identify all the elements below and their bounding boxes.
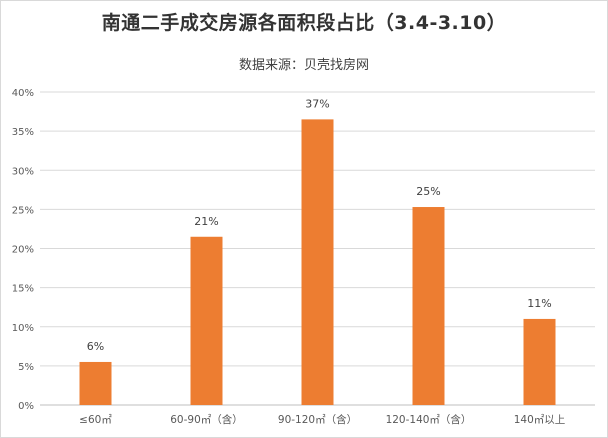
- x-tick-label: 140㎡以上: [514, 414, 566, 426]
- bar: [79, 361, 112, 405]
- data-labels: 6% 21% 37% 25% 11%: [87, 97, 552, 353]
- y-tick-label: 5%: [18, 362, 34, 373]
- x-tick-label: ≤60㎡: [79, 414, 112, 426]
- bar: [412, 207, 445, 405]
- chart-title: 南通二手成交房源各面积段占比（3.4-3.10）: [101, 12, 507, 34]
- bar: [523, 318, 556, 405]
- y-tick-label: 0%: [18, 401, 34, 412]
- x-tick-label: 60-90㎡（含）: [170, 413, 243, 426]
- data-label: 37%: [305, 97, 329, 110]
- y-tick-label: 40%: [12, 88, 34, 99]
- data-label: 21%: [194, 215, 218, 228]
- bar: [190, 236, 223, 405]
- bars: [79, 119, 556, 405]
- y-tick-label: 15%: [12, 284, 34, 295]
- x-axis: ≤60㎡ 60-90㎡（含） 90-120㎡（含） 120-140㎡（含） 140㎡以上: [79, 413, 565, 426]
- y-axis: 0% 5% 10% 15% 20% 25% 30% 35% 40%: [12, 88, 34, 412]
- y-tick-label: 20%: [12, 245, 34, 256]
- y-tick-label: 25%: [12, 205, 34, 216]
- x-tick-label: 120-140㎡（含）: [386, 413, 472, 426]
- bar: [301, 119, 334, 405]
- data-label: 6%: [87, 340, 104, 353]
- y-tick-label: 35%: [12, 127, 34, 138]
- x-tick-label: 90-120㎡（含）: [278, 413, 357, 426]
- y-tick-label: 30%: [12, 166, 34, 177]
- data-label: 25%: [416, 185, 440, 198]
- y-tick-label: 10%: [12, 323, 34, 334]
- data-label: 11%: [527, 297, 551, 310]
- chart-subtitle: 数据来源：贝壳找房网: [238, 58, 369, 73]
